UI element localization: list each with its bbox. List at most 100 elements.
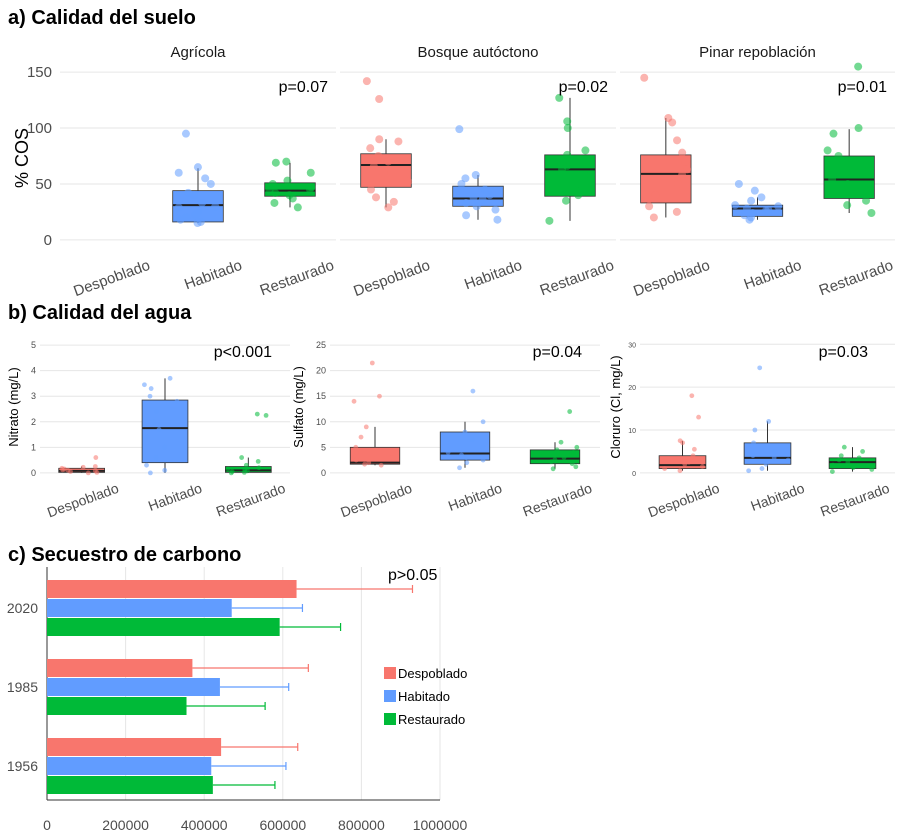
- data-point: [491, 205, 500, 214]
- x-tick-label: Despoblado: [338, 480, 414, 521]
- x-tick-label: Despoblado: [351, 257, 432, 300]
- box-despoblado: [349, 446, 401, 465]
- data-point: [558, 439, 564, 445]
- data-point: [378, 462, 384, 468]
- data-point: [374, 152, 383, 160]
- p-value: p=0.03: [819, 344, 868, 361]
- data-point: [271, 158, 280, 167]
- data-point: [689, 393, 695, 399]
- data-point: [211, 202, 220, 211]
- data-point: [198, 198, 207, 207]
- data-point: [691, 446, 697, 452]
- y-tick-label: 5: [321, 442, 326, 452]
- data-point: [363, 424, 369, 430]
- y-tick-label: 30: [628, 342, 636, 349]
- data-point: [845, 459, 851, 465]
- data-point: [351, 398, 357, 404]
- data-point: [470, 388, 476, 394]
- data-point: [823, 146, 832, 155]
- data-point: [184, 188, 193, 197]
- box-habitado: [731, 204, 784, 217]
- data-point: [734, 179, 743, 188]
- data-point: [757, 193, 766, 202]
- data-point: [747, 196, 756, 205]
- data-point: [574, 191, 583, 200]
- data-point: [690, 453, 696, 459]
- y-tick-label: 0: [31, 468, 36, 478]
- data-point: [673, 136, 682, 145]
- data-point: [764, 205, 773, 214]
- data-point: [574, 444, 580, 450]
- data-point: [565, 157, 574, 166]
- data-point: [550, 466, 556, 472]
- data-point: [545, 216, 554, 225]
- x-tick-label: Restaurado: [521, 480, 595, 520]
- data-point: [156, 427, 162, 432]
- y-tick-label: 3: [31, 391, 36, 401]
- x-tick-label: Restaurado: [818, 480, 892, 520]
- facet-3: Pinar repoblación Despoblado Habitado Resta…: [620, 44, 896, 300]
- data-point: [293, 203, 302, 212]
- data-point: [673, 179, 682, 188]
- data-point: [455, 125, 464, 134]
- data-point: [174, 398, 180, 404]
- data-point: [469, 193, 478, 202]
- y-tick-label: 1956: [7, 758, 38, 774]
- data-point: [379, 168, 388, 177]
- data-point: [677, 468, 683, 474]
- x-tick-label: 400000: [181, 817, 228, 833]
- data-point: [375, 135, 384, 144]
- y-tick-label: 20: [628, 385, 636, 392]
- data-point: [555, 93, 564, 102]
- data-point: [563, 150, 572, 159]
- data-point: [285, 191, 294, 200]
- data-point: [552, 457, 558, 462]
- soil-quality-chart: 0 50 100 150 % COS Agrícola Despoblado Habitado…: [12, 44, 896, 300]
- legend-swatch-despoblado: [384, 667, 396, 679]
- facet-title: Agrícola: [170, 44, 226, 61]
- data-point: [265, 186, 274, 195]
- data-point: [181, 129, 190, 138]
- y-tick-label: 150: [27, 64, 52, 81]
- data-point: [151, 419, 157, 425]
- y-tick-label: 0: [44, 232, 52, 249]
- data-point: [462, 429, 468, 435]
- y-tick-label: 1: [31, 442, 36, 452]
- data-point: [469, 437, 475, 443]
- data-point: [750, 186, 759, 195]
- y-tick-label: 5: [31, 340, 36, 350]
- data-point: [354, 450, 359, 455]
- data-point: [664, 114, 673, 122]
- data-point: [377, 393, 382, 399]
- x-tick-label: Habitado: [446, 480, 504, 514]
- data-point: [480, 419, 486, 425]
- legend-swatch-restaurado: [384, 713, 396, 725]
- bar-restaurado: [47, 697, 187, 715]
- data-point: [394, 137, 403, 146]
- data-point: [201, 174, 210, 183]
- data-point: [828, 175, 837, 184]
- data-point: [757, 365, 763, 371]
- bar-habitado: [47, 757, 212, 775]
- x-tick-label: Restaurado: [538, 257, 617, 300]
- data-point: [372, 193, 381, 202]
- data-point: [369, 360, 375, 366]
- data-point: [480, 185, 489, 194]
- data-point: [571, 450, 576, 455]
- data-point: [563, 124, 572, 133]
- data-point: [581, 146, 590, 155]
- x-tick-label: Restaurado: [817, 257, 896, 300]
- data-point: [682, 461, 688, 467]
- data-point: [759, 466, 765, 471]
- y-tick-label: 10: [628, 428, 636, 435]
- data-point: [752, 427, 758, 433]
- data-point: [459, 452, 464, 458]
- data-point: [242, 467, 248, 473]
- section-title-water: b) Calidad del agua: [8, 302, 192, 324]
- data-point: [362, 77, 371, 86]
- nitrate-chart: 0 1 2 3 4 5 Nitrato (mg/L) Despoblado Habitado Re…: [6, 340, 290, 520]
- x-tick-label: Restaurado: [214, 480, 288, 520]
- data-point: [763, 461, 769, 467]
- data-point: [464, 460, 470, 466]
- data-point: [162, 467, 168, 473]
